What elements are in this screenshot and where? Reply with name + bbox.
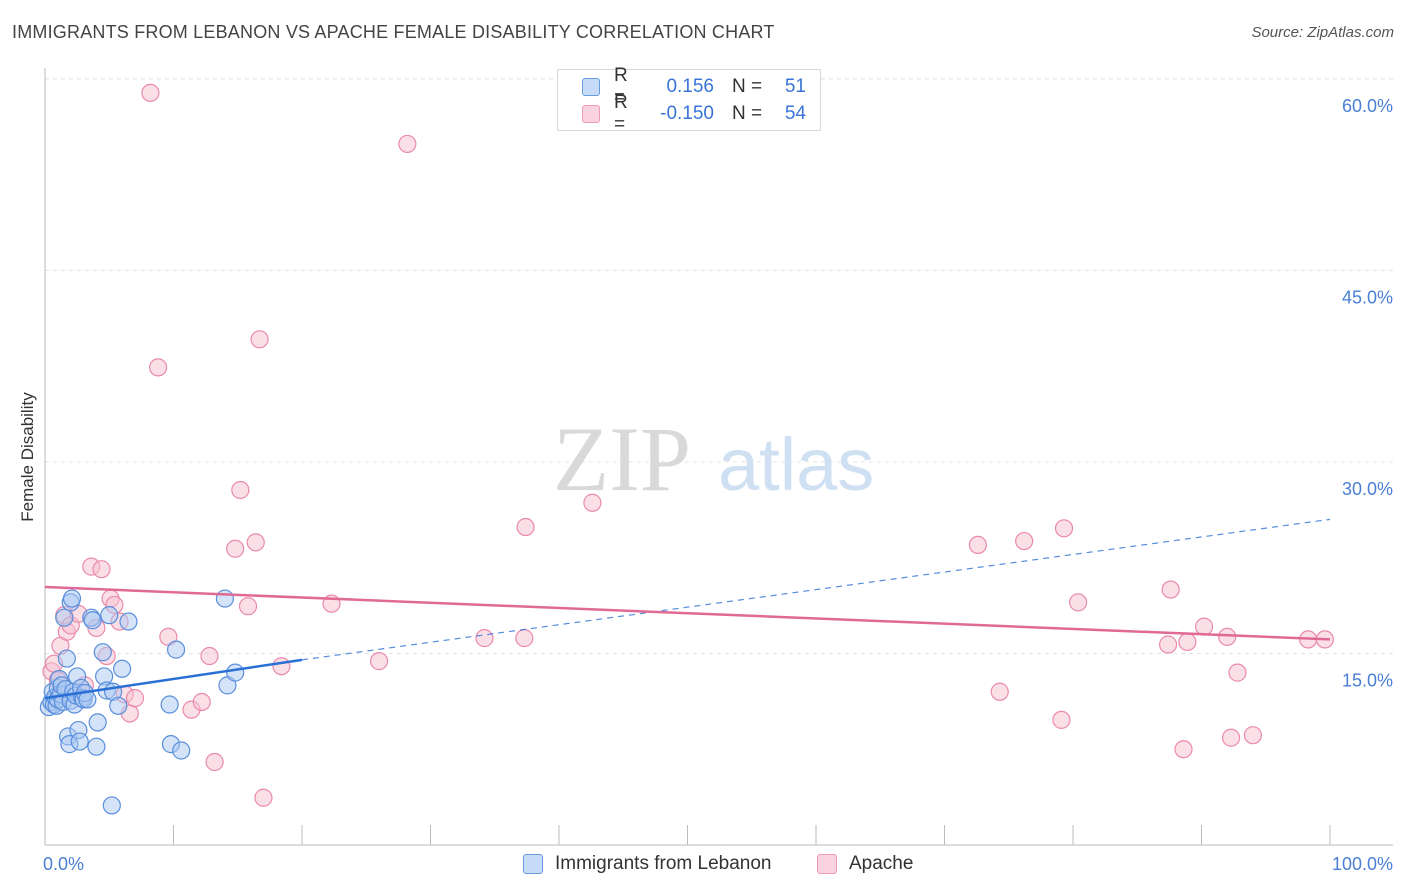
- apache-point: [1015, 531, 1034, 551]
- bottom-legend-swatch-lebanon: [523, 854, 543, 874]
- lebanon-point: [119, 612, 138, 631]
- apache-point: [231, 480, 250, 500]
- lebanon-point: [62, 589, 82, 608]
- apache-point: [1221, 728, 1241, 747]
- legend-r-label: R =: [614, 92, 628, 135]
- chart-title: IMMIGRANTS FROM LEBANON VS APACHE FEMALE…: [12, 22, 775, 42]
- legend-row-apache: R = -0.150 N = 54: [582, 92, 806, 135]
- apache-point: [1243, 726, 1263, 745]
- lebanon-point: [55, 608, 74, 627]
- apache-point: [990, 682, 1009, 701]
- apache-point: [148, 358, 168, 377]
- legend-n-label: N =: [732, 103, 763, 124]
- apache-point: [1069, 593, 1088, 612]
- lebanon-point: [160, 695, 179, 714]
- apache-point: [192, 692, 211, 712]
- apache-point: [1174, 740, 1193, 759]
- legend-r-label: R =: [614, 65, 628, 108]
- lebanon-point: [83, 611, 102, 630]
- lebanon-point: [102, 796, 121, 815]
- apache-point: [205, 752, 224, 772]
- apache-point: [200, 646, 219, 666]
- apache-point: [1052, 710, 1071, 729]
- legend-swatch-lebanon: [582, 78, 600, 96]
- apache-point: [516, 517, 535, 537]
- apache-point: [968, 535, 988, 555]
- lebanon-point: [215, 589, 234, 608]
- legend-row-lebanon: R = 0.156 N = 51: [582, 65, 806, 108]
- apache-point: [92, 560, 111, 579]
- apache-point: [125, 689, 145, 708]
- apache-point: [1054, 519, 1074, 538]
- lebanon-point: [112, 659, 132, 678]
- lebanon-point: [109, 696, 128, 715]
- lebanon-point: [100, 606, 119, 625]
- y-tick-label: 15.0%: [1342, 670, 1393, 690]
- watermark-atlas: atlas: [718, 423, 874, 506]
- apache-point: [254, 788, 273, 807]
- apache-point: [583, 493, 602, 512]
- bottom-legend-apache: Apache: [817, 852, 913, 876]
- lebanon-trend-dashed: [301, 518, 1331, 661]
- apache-point: [246, 533, 265, 552]
- bottom-legend-swatch-apache: [817, 854, 837, 874]
- legend-r-value: 0.156: [666, 76, 714, 97]
- x-tick-label: 100.0%: [1332, 854, 1393, 874]
- bottom-legend-label-apache: Apache: [849, 853, 914, 874]
- apache-point: [1158, 635, 1178, 654]
- lebanon-point: [172, 741, 191, 760]
- trend-lines: [44, 518, 1331, 700]
- x-tick-label: 0.0%: [43, 854, 84, 874]
- y-tick-label: 45.0%: [1342, 287, 1393, 307]
- watermark-zip: ZIP: [553, 408, 691, 510]
- lebanon-point: [166, 640, 186, 659]
- lebanon-point: [226, 663, 245, 682]
- apache-point: [1194, 617, 1214, 636]
- legend-n-value: 51: [784, 76, 806, 97]
- apache-point: [238, 597, 258, 616]
- apache-point: [1228, 663, 1247, 682]
- lebanon-points: [39, 589, 245, 815]
- x-tick-labels: 0.0% 100.0%: [43, 854, 1393, 874]
- apache-point: [272, 657, 291, 676]
- y-tick-label: 30.0%: [1342, 479, 1393, 499]
- correlation-legend: R = 0.156 N = 51 R = -0.150 N = 54: [557, 65, 821, 135]
- legend-r-value: -0.150: [660, 103, 714, 124]
- watermark: ZIP atlas: [553, 408, 874, 510]
- lebanon-trend-line: [44, 658, 303, 700]
- legend-swatch-apache: [582, 105, 600, 123]
- lebanon-point: [57, 649, 76, 668]
- apache-point: [475, 629, 494, 648]
- apache-point: [1161, 580, 1180, 599]
- apache-point: [515, 629, 534, 648]
- apache-point: [398, 134, 417, 154]
- bottom-legend-lebanon: Immigrants from Lebanon: [523, 852, 772, 876]
- apache-point: [141, 83, 160, 102]
- apache-point: [226, 539, 245, 558]
- grid-lines: [45, 78, 1393, 654]
- legend-n-value: 54: [784, 103, 806, 124]
- apache-point: [370, 652, 389, 671]
- lebanon-point: [87, 737, 106, 756]
- source-credit: Source: ZipAtlas.com: [1251, 24, 1394, 41]
- y-tick-label: 60.0%: [1342, 96, 1393, 116]
- lebanon-point: [88, 713, 107, 732]
- legend-n-label: N =: [732, 76, 763, 97]
- lebanon-point: [93, 643, 112, 662]
- apache-trend-line: [44, 585, 1331, 641]
- axes: [44, 68, 1393, 846]
- apache-point: [250, 330, 269, 349]
- lebanon-point: [70, 732, 89, 751]
- apache-point: [1218, 627, 1237, 646]
- apache-point: [1178, 632, 1197, 652]
- y-tick-labels: 15.0% 30.0% 45.0% 60.0%: [1342, 96, 1393, 691]
- bottom-legend-label-lebanon: Immigrants from Lebanon: [555, 853, 772, 874]
